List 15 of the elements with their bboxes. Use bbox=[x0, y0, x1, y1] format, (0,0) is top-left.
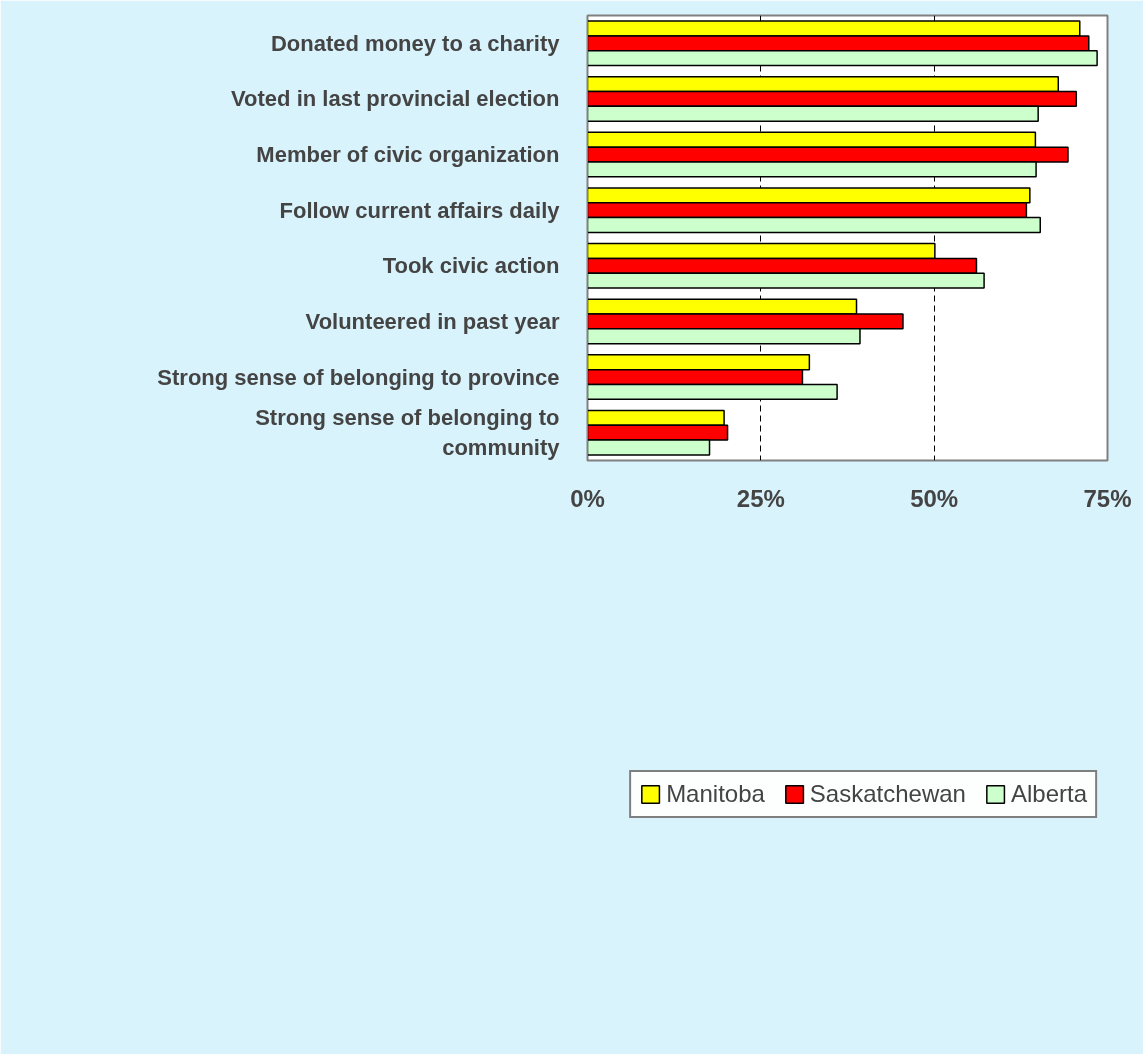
x-tick-label: 0% bbox=[570, 484, 605, 512]
legend-label: Saskatchewan bbox=[809, 780, 966, 808]
legend-label: Alberta bbox=[1010, 780, 1087, 808]
y-tick-label: Member of civic organization bbox=[256, 142, 560, 168]
x-tick-label: 50% bbox=[910, 484, 959, 512]
y-tick-label: Donated money to a charity bbox=[271, 30, 561, 56]
y-tick-label: Voted in last provincial election bbox=[231, 86, 560, 112]
legend-label: Manitoba bbox=[666, 780, 765, 808]
x-tick-label: 75% bbox=[1083, 484, 1132, 512]
y-tick-label: Took civic action bbox=[382, 253, 560, 279]
y-tick-label: Strong sense of belonging to community bbox=[255, 405, 561, 461]
y-tick-label: Follow current affairs daily bbox=[279, 197, 561, 223]
x-tick-label: 25% bbox=[736, 484, 785, 512]
y-tick-label: Volunteered in past year bbox=[305, 308, 560, 334]
y-tick-label: Strong sense of belonging to province bbox=[157, 364, 560, 390]
